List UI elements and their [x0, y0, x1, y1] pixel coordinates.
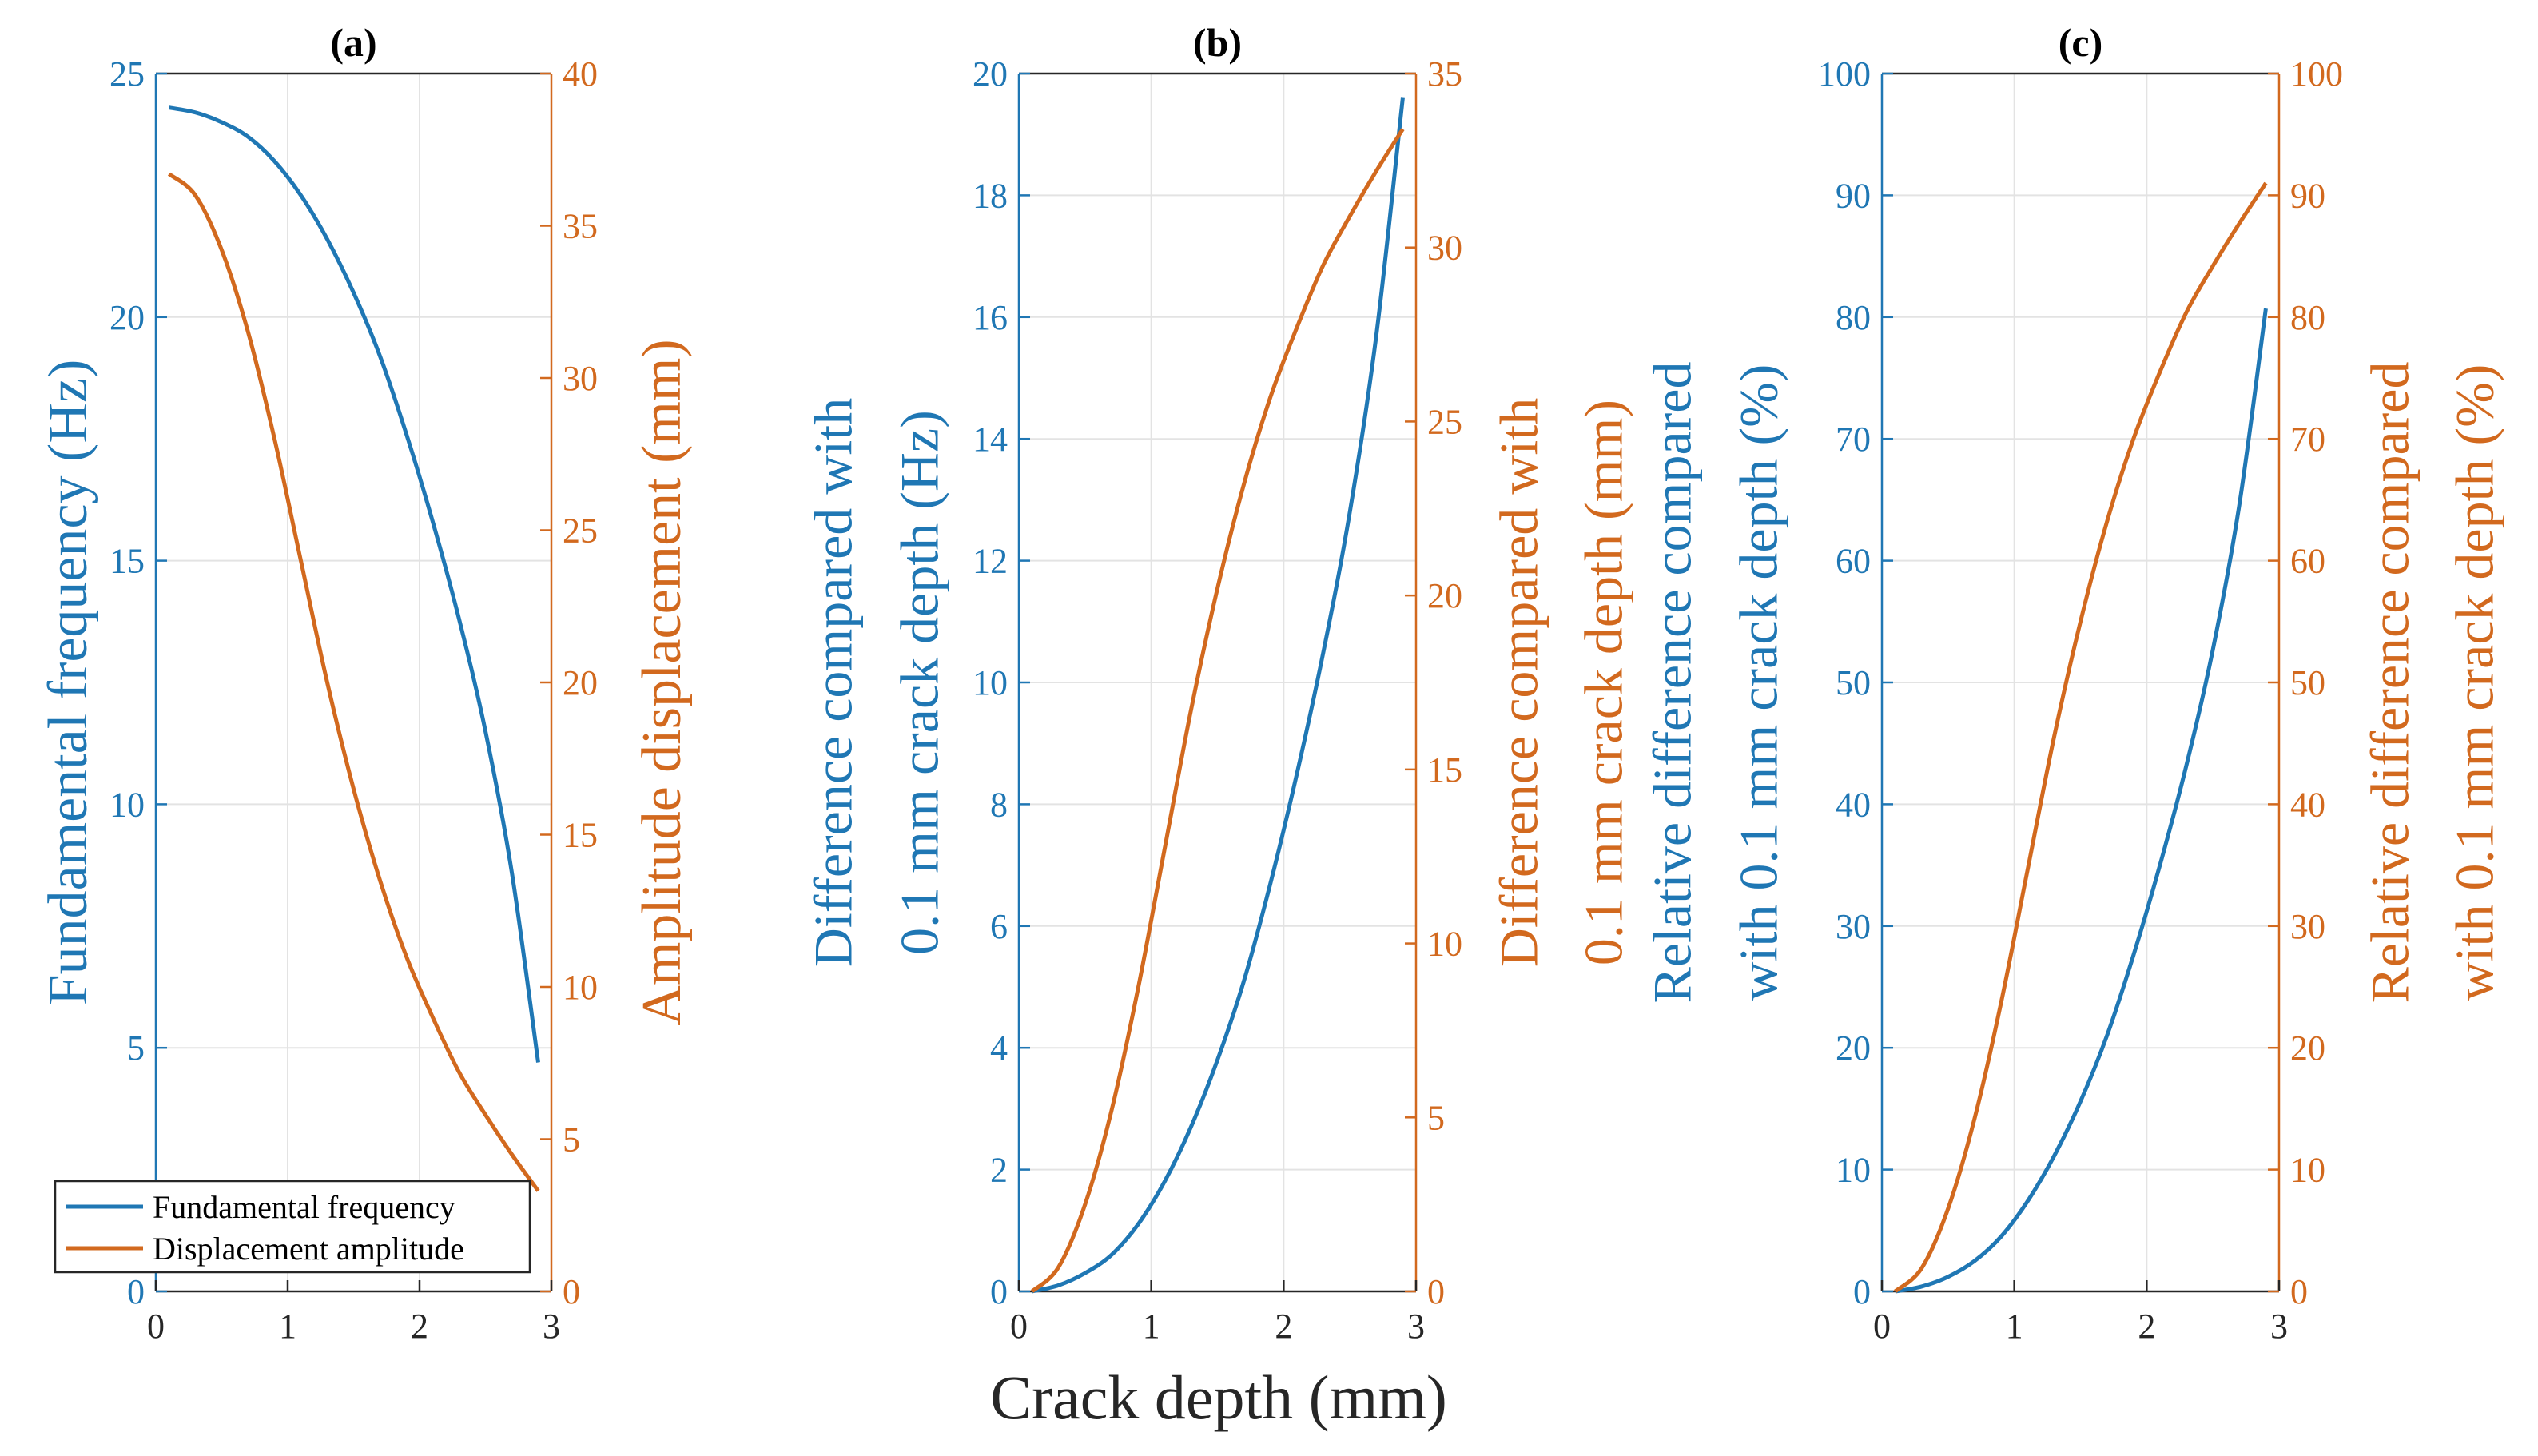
series-line-frequency-difference: [1032, 97, 1405, 1294]
legend-label: Displacement amplitude: [153, 1231, 464, 1267]
right-y-axis-label: Relative difference compared: [2360, 362, 2421, 1004]
left-y-tick-label: 50: [1836, 663, 1871, 702]
right-y-tick-label: 10: [563, 968, 598, 1007]
right-y-tick-label: 70: [2290, 420, 2325, 459]
x-tick-label: 2: [1275, 1307, 1292, 1346]
panel-title: (a): [330, 20, 376, 65]
series-line-relative-displacement-difference: [1893, 181, 2268, 1293]
left-y-tick-label: 20: [1836, 1028, 1871, 1068]
right-y-tick-label: 0: [563, 1272, 580, 1311]
right-y-tick-label: 30: [563, 359, 598, 398]
left-y-tick-label: 10: [109, 785, 145, 824]
left-y-tick-label: 14: [973, 420, 1008, 459]
x-tick-label: 1: [2006, 1307, 2023, 1346]
series-line-fundamental-frequency: [169, 105, 540, 1063]
left-y-tick-label: 30: [1836, 907, 1871, 946]
left-y-tick-label: 10: [973, 663, 1008, 702]
x-tick-label: 3: [1407, 1307, 1425, 1346]
legend-box: [54, 1180, 531, 1274]
left-y-tick-label: 0: [1853, 1272, 1871, 1311]
panel-title: (c): [2059, 20, 2103, 65]
right-y-tick-label: 100: [2290, 54, 2343, 93]
legend-label: Fundamental frequency: [153, 1189, 455, 1225]
left-y-tick-label: 100: [1818, 54, 1871, 93]
right-y-tick-label: 30: [1427, 229, 1462, 268]
panel-b: 0 1 2 30246810121416182005101520253035(b)Di…: [803, 20, 1634, 1346]
panel-a: 0 1 2 305101520250510152025303540(a)Fundame…: [38, 20, 693, 1346]
x-tick-label: 0: [1010, 1307, 1028, 1346]
right-y-tick-label: 35: [563, 207, 598, 246]
right-y-tick-label: 25: [1427, 402, 1462, 441]
x-tick-label: 2: [2138, 1307, 2155, 1346]
left-y-tick-label: 6: [990, 907, 1008, 946]
left-y-axis-label: Relative difference compared: [1642, 362, 1703, 1004]
common-x-axis-label: Crack depth (mm): [990, 1363, 1447, 1432]
left-y-tick-label: 0: [127, 1272, 145, 1311]
left-y-tick-label: 10: [1836, 1151, 1871, 1190]
x-tick-label: 0: [147, 1307, 165, 1346]
right-y-tick-label: 20: [563, 663, 598, 702]
panel-c: 0 1 2 3010203040506070809010001020304050607…: [1642, 20, 2505, 1346]
left-y-tick-label: 12: [973, 542, 1008, 581]
right-y-axis-label: Difference compared with: [1489, 398, 1549, 967]
left-y-axis-label: Difference compared with: [803, 398, 864, 967]
left-y-tick-label: 20: [109, 298, 145, 337]
right-y-tick-label: 80: [2290, 298, 2325, 337]
right-y-tick-label: 15: [563, 816, 598, 855]
panel-title: (b): [1193, 20, 1242, 65]
left-y-tick-label: 8: [990, 785, 1008, 824]
series-line-displacement-amplitude: [167, 172, 540, 1192]
series-line-relative-frequency-difference: [1895, 308, 2268, 1294]
right-y-tick-label: 50: [2290, 663, 2325, 702]
right-y-tick-label: 40: [2290, 785, 2325, 824]
right-y-tick-label: 90: [2290, 176, 2325, 215]
right-y-axis-label: Amplitude displacement (mm): [631, 339, 693, 1025]
right-y-tick-label: 0: [2290, 1272, 2308, 1311]
left-y-tick-label: 25: [109, 54, 145, 93]
left-y-axis-label: Fundamental frequency (Hz): [38, 360, 99, 1006]
left-y-tick-label: 15: [109, 542, 145, 581]
right-y-tick-label: 20: [1427, 576, 1462, 615]
x-tick-label: 0: [1873, 1307, 1891, 1346]
right-y-axis-label: with 0.1 mm crack depth (%): [2445, 364, 2505, 1001]
right-y-tick-label: 5: [1427, 1098, 1445, 1137]
x-tick-label: 2: [411, 1307, 428, 1346]
left-y-tick-label: 80: [1836, 298, 1871, 337]
left-y-tick-label: 4: [990, 1028, 1008, 1068]
left-y-tick-label: 18: [973, 176, 1008, 215]
right-y-tick-label: 20: [2290, 1028, 2325, 1068]
left-y-tick-label: 0: [990, 1272, 1008, 1311]
left-y-axis-label: with 0.1 mm crack depth (%): [1728, 364, 1789, 1001]
left-y-tick-label: 20: [973, 54, 1008, 93]
left-y-tick-label: 40: [1836, 785, 1871, 824]
right-y-tick-label: 0: [1427, 1272, 1445, 1311]
right-y-tick-label: 35: [1427, 54, 1462, 93]
x-tick-label: 1: [1143, 1307, 1160, 1346]
x-tick-label: 1: [279, 1307, 296, 1346]
right-y-tick-label: 10: [1427, 925, 1462, 964]
right-y-tick-label: 25: [563, 511, 598, 551]
left-y-tick-label: 60: [1836, 542, 1871, 581]
right-y-tick-label: 40: [563, 54, 598, 93]
left-y-tick-label: 90: [1836, 176, 1871, 215]
x-tick-label: 3: [543, 1307, 560, 1346]
right-y-tick-label: 15: [1427, 750, 1462, 790]
left-y-tick-label: 70: [1836, 420, 1871, 459]
left-y-tick-label: 5: [127, 1028, 145, 1068]
series-line-displacement-difference: [1030, 128, 1405, 1293]
right-y-tick-label: 5: [563, 1120, 580, 1160]
left-y-axis-label: 0.1 mm crack depth (Hz): [889, 410, 950, 955]
right-y-tick-label: 10: [2290, 1151, 2325, 1190]
left-y-tick-label: 16: [973, 298, 1008, 337]
x-tick-label: 3: [2270, 1307, 2288, 1346]
right-y-axis-label: 0.1 mm crack depth (mm): [1573, 400, 1634, 965]
left-y-tick-label: 2: [990, 1151, 1008, 1190]
right-y-tick-label: 60: [2290, 542, 2325, 581]
right-y-tick-label: 30: [2290, 907, 2325, 946]
